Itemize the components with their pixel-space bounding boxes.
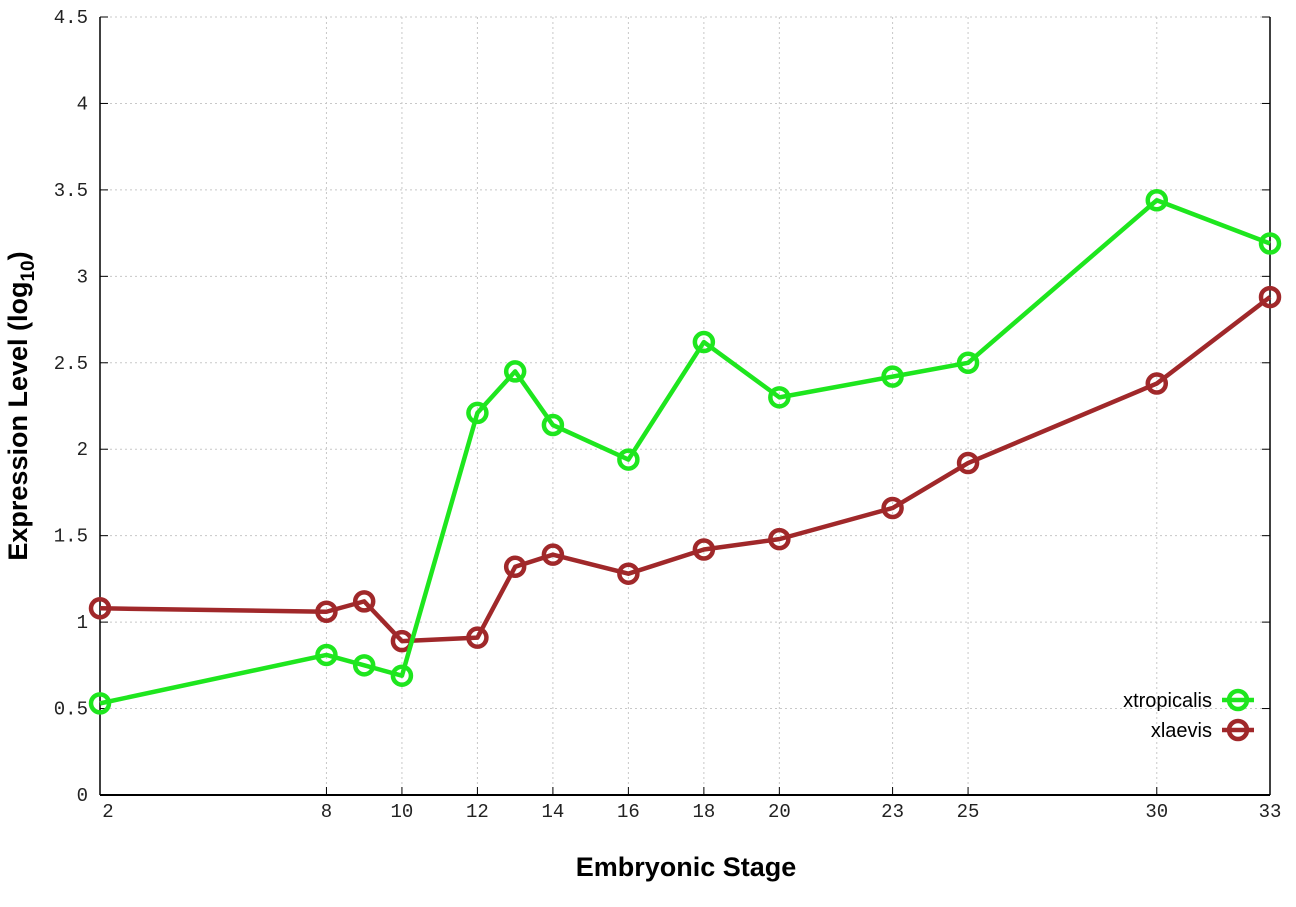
y-tick-label: 1.5	[54, 526, 88, 548]
data-point-xlaevis	[956, 451, 980, 475]
data-point-xlaevis	[88, 597, 112, 620]
x-tick-label: 18	[692, 801, 715, 823]
x-tick-label: 12	[466, 801, 489, 823]
x-tick-label: 20	[768, 801, 791, 823]
y-tick-label: 1	[77, 612, 88, 634]
y-tick-label: 4.5	[54, 7, 88, 29]
data-point-xlaevis	[466, 626, 489, 649]
data-point-xtropicalis	[956, 351, 980, 375]
y-tick-label: 4	[77, 93, 88, 115]
x-tick-label: 8	[321, 801, 332, 823]
legend-marker-xlaevis	[1226, 718, 1250, 742]
y-axis-title-subscript: 10	[18, 260, 39, 281]
data-point-xlaevis	[768, 527, 791, 551]
grid	[100, 16, 1270, 795]
data-point-xlaevis	[881, 496, 904, 520]
data-point-xtropicalis	[692, 330, 716, 354]
legend-marker-xtropicalis	[1226, 688, 1250, 712]
data-point-xlaevis	[541, 543, 565, 566]
x-tick-label: 25	[957, 801, 980, 823]
data-point-xlaevis	[617, 562, 640, 585]
legend-label-xtropicalis: xtropicalis	[1123, 690, 1212, 712]
x-tick-label: 2	[102, 801, 113, 823]
data-point-xtropicalis	[503, 360, 527, 383]
data-point-xtropicalis	[1258, 232, 1282, 255]
data-point-xtropicalis	[88, 692, 112, 715]
x-tick-label: 33	[1259, 801, 1282, 823]
y-axis-title-suffix: )	[3, 251, 33, 260]
x-tick-label: 23	[881, 801, 904, 823]
series-line-xlaevis	[99, 295, 1272, 644]
y-tick-label: 3.5	[54, 180, 88, 202]
x-tick-label: 10	[391, 801, 414, 823]
data-point-xlaevis	[1258, 285, 1282, 309]
data-point-xtropicalis	[390, 664, 414, 687]
x-axis-ticks: 2 8 10 12 14 16 18 20 23 25 30 33	[99, 787, 1282, 823]
y-tick-label: 3	[77, 266, 88, 288]
data-point-xlaevis	[692, 538, 716, 561]
x-tick-label: 30	[1145, 801, 1168, 823]
data-point-xtropicalis	[617, 448, 640, 471]
data-point-xtropicalis	[466, 401, 489, 425]
x-axis-title: Embryonic Stage	[576, 852, 797, 882]
data-point-xtropicalis	[541, 413, 565, 437]
data-point-xtropicalis	[1145, 189, 1169, 212]
data-point-xtropicalis	[352, 654, 376, 677]
axes	[99, 17, 1271, 796]
data-point-xlaevis	[1145, 372, 1169, 395]
data-point-xtropicalis	[881, 365, 904, 388]
legend: xtropicalis xlaevis	[1123, 688, 1254, 742]
series-group	[88, 189, 1282, 715]
data-point-xlaevis	[315, 600, 338, 623]
y-axis-title: Expression Level (log10)	[3, 251, 39, 560]
data-point-xtropicalis	[315, 643, 338, 667]
y-tick-label: 0.5	[54, 699, 88, 721]
data-point-xtropicalis	[768, 386, 791, 409]
data-point-xlaevis	[352, 590, 376, 613]
x-tick-label: 14	[541, 801, 564, 823]
y-tick-label: 0	[77, 785, 88, 807]
data-point-xlaevis	[503, 555, 527, 579]
y-tick-label: 2	[77, 439, 88, 461]
y-tick-label: 2.5	[54, 353, 88, 375]
y-axis-title-main: Expression Level (log	[3, 282, 33, 561]
series-line-xtropicalis	[99, 198, 1271, 706]
y-axis-ticks: 0 0.5 1 1.5 2 2.5 3 3.5 4 4.5	[54, 7, 1270, 807]
legend-label-xlaevis: xlaevis	[1151, 720, 1212, 742]
x-tick-label: 16	[617, 801, 640, 823]
